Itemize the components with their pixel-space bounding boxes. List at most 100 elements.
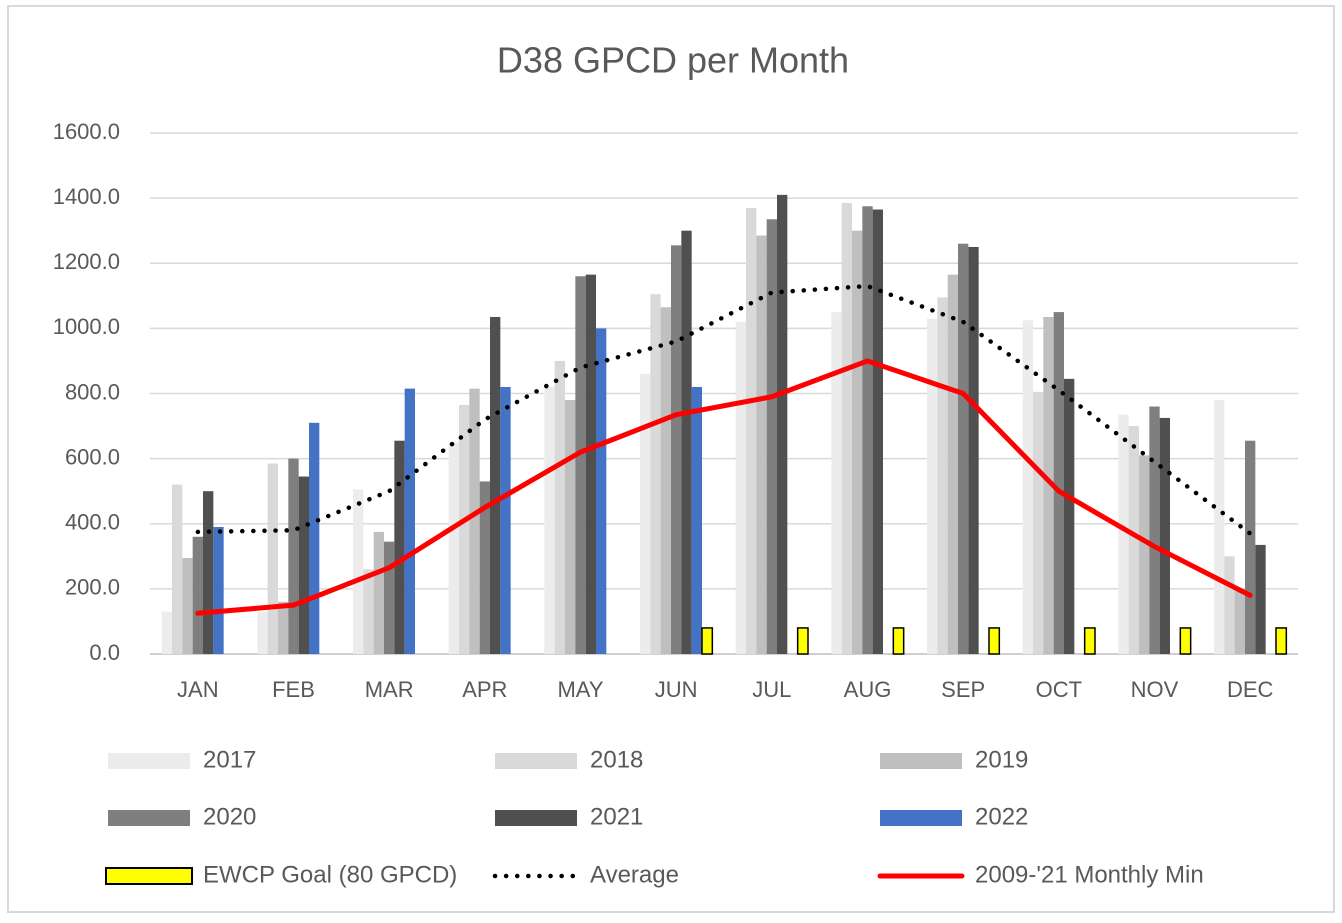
bar (565, 400, 576, 654)
bar (404, 388, 415, 654)
bar (394, 440, 405, 654)
legend-swatch (108, 753, 190, 769)
legend-label: 2018 (590, 746, 643, 773)
x-tick-label: JUL (752, 677, 791, 702)
x-tick-label: JUN (655, 677, 698, 702)
x-tick-label: DEC (1227, 677, 1274, 702)
legend-swatch (880, 810, 962, 826)
bar (766, 219, 777, 654)
bar (1139, 455, 1150, 654)
x-tick-label: JAN (177, 677, 219, 702)
bar (213, 527, 224, 654)
y-tick-label: 800.0 (65, 379, 120, 404)
bar (308, 422, 320, 654)
legend-swatch (880, 753, 962, 769)
bar (735, 321, 747, 654)
bar (796, 627, 809, 655)
bar (872, 209, 883, 654)
bar (288, 458, 299, 654)
bar (756, 235, 767, 654)
line (195, 358, 1253, 616)
bar (988, 627, 1001, 655)
bar (202, 491, 214, 654)
legend-label: 2017 (203, 746, 256, 773)
bar (298, 476, 309, 654)
legend-label: 2019 (975, 746, 1028, 773)
bar (1149, 406, 1160, 654)
bar (182, 557, 193, 654)
bar (172, 484, 183, 654)
bar (267, 463, 279, 654)
bar (1083, 627, 1096, 655)
legend-label: 2020 (203, 803, 256, 830)
bar (585, 274, 596, 654)
bar (363, 569, 374, 654)
y-tick-label: 1600.0 (53, 119, 120, 144)
y-tick-label: 600.0 (65, 444, 120, 469)
bar (1214, 400, 1225, 654)
bar (892, 627, 905, 655)
bar (469, 388, 480, 654)
x-tick-label: NOV (1131, 677, 1179, 702)
bar (1118, 414, 1129, 654)
x-tick-label: MAY (557, 677, 603, 702)
bar (1053, 312, 1064, 654)
bar (500, 386, 511, 654)
bar (1043, 316, 1054, 654)
bar (257, 611, 268, 654)
bar (373, 531, 385, 654)
bar (1255, 544, 1266, 654)
bar (746, 207, 757, 655)
bar (947, 274, 959, 654)
bar (575, 276, 586, 654)
bar (852, 230, 863, 654)
bar (968, 246, 979, 654)
bar (701, 627, 714, 655)
legend-label: 2022 (975, 803, 1028, 830)
bar (660, 307, 672, 654)
bar (459, 404, 470, 654)
bar (671, 245, 682, 654)
y-tick-label: 1200.0 (53, 249, 120, 274)
bar (927, 318, 938, 654)
bar (937, 297, 948, 654)
x-tick-label: APR (462, 677, 507, 702)
legend-swatch (108, 810, 190, 826)
bar (862, 206, 873, 654)
bar (650, 294, 661, 654)
bar (161, 611, 173, 654)
bar (1234, 588, 1246, 654)
bar (1033, 391, 1044, 654)
x-tick-label: MAR (365, 677, 414, 702)
bar (776, 194, 788, 654)
chart-title: D38 GPCD per Month (497, 40, 849, 81)
bar (681, 230, 692, 654)
bar (1245, 440, 1256, 654)
bar (841, 203, 853, 654)
bar (958, 243, 969, 654)
legend-label: 2009-'21 Monthly Min (975, 861, 1204, 888)
bar (353, 489, 364, 654)
bar (1022, 320, 1034, 654)
y-tick-label: 1400.0 (53, 184, 120, 209)
legend-label: 2021 (590, 803, 643, 830)
bar (192, 536, 203, 654)
bar (595, 328, 607, 654)
bar (1179, 627, 1192, 655)
y-tick-label: 400.0 (65, 510, 120, 535)
legend-swatch (495, 810, 577, 826)
bar (640, 373, 651, 654)
bar (554, 360, 566, 654)
x-tick-label: AUG (844, 677, 892, 702)
legend-label: Average (590, 861, 679, 888)
y-tick-label: 1000.0 (53, 314, 120, 339)
bar (1159, 417, 1170, 654)
bar (1063, 378, 1075, 654)
bar (489, 316, 501, 654)
y-tick-label: 0.0 (89, 640, 120, 665)
x-tick-label: FEB (272, 677, 315, 702)
legend-label: EWCP Goal (80 GPCD) (203, 861, 457, 888)
bar (278, 601, 289, 654)
bar (1275, 627, 1288, 655)
